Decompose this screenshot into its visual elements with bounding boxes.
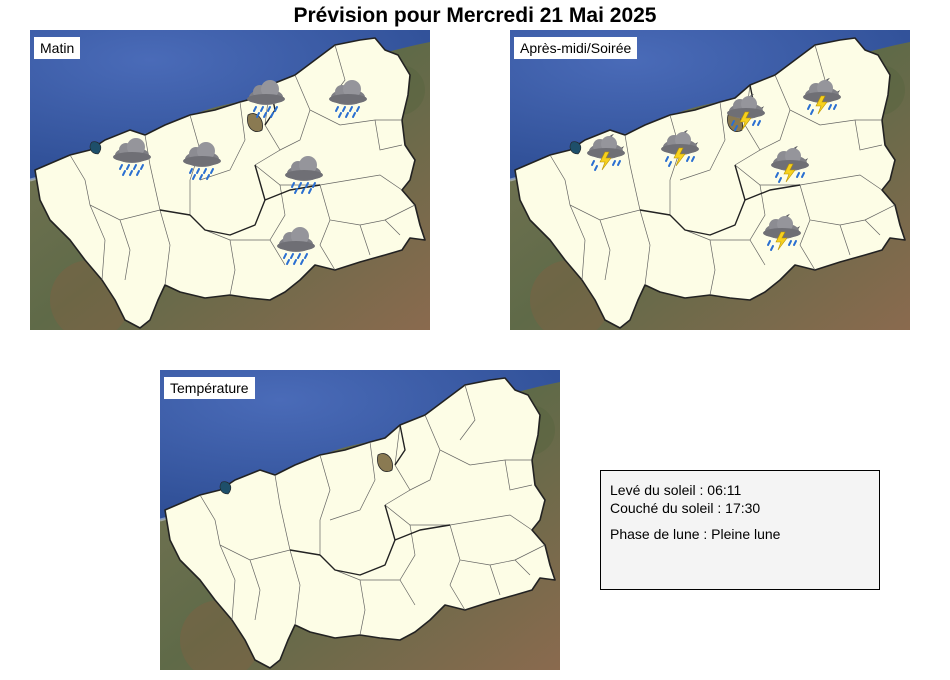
sunrise-text: Levé du soleil : 06:11 <box>610 482 742 498</box>
panel-label-matin: Matin <box>34 37 81 59</box>
page-title: Prévision pour Mercredi 21 Mai 2025 <box>293 4 657 27</box>
map-temperature <box>160 370 560 670</box>
sunset-text: Couché du soleil : 17:30 <box>610 500 761 516</box>
map-matin <box>30 30 430 330</box>
map-panel-temperature: Température <box>160 370 560 670</box>
map-panel-apres-midi: Après-midi/Soirée <box>510 30 910 330</box>
sun-moon-info-box: Levé du soleil : 06:11 Couché du soleil … <box>600 470 880 590</box>
map-apres-midi <box>510 30 910 330</box>
moon-phase-text: Phase de lune : Pleine lune <box>610 526 781 542</box>
map-panel-matin: Matin <box>30 30 430 330</box>
panel-label-apres-midi: Après-midi/Soirée <box>514 37 638 59</box>
panel-label-temperature: Température <box>164 377 255 399</box>
